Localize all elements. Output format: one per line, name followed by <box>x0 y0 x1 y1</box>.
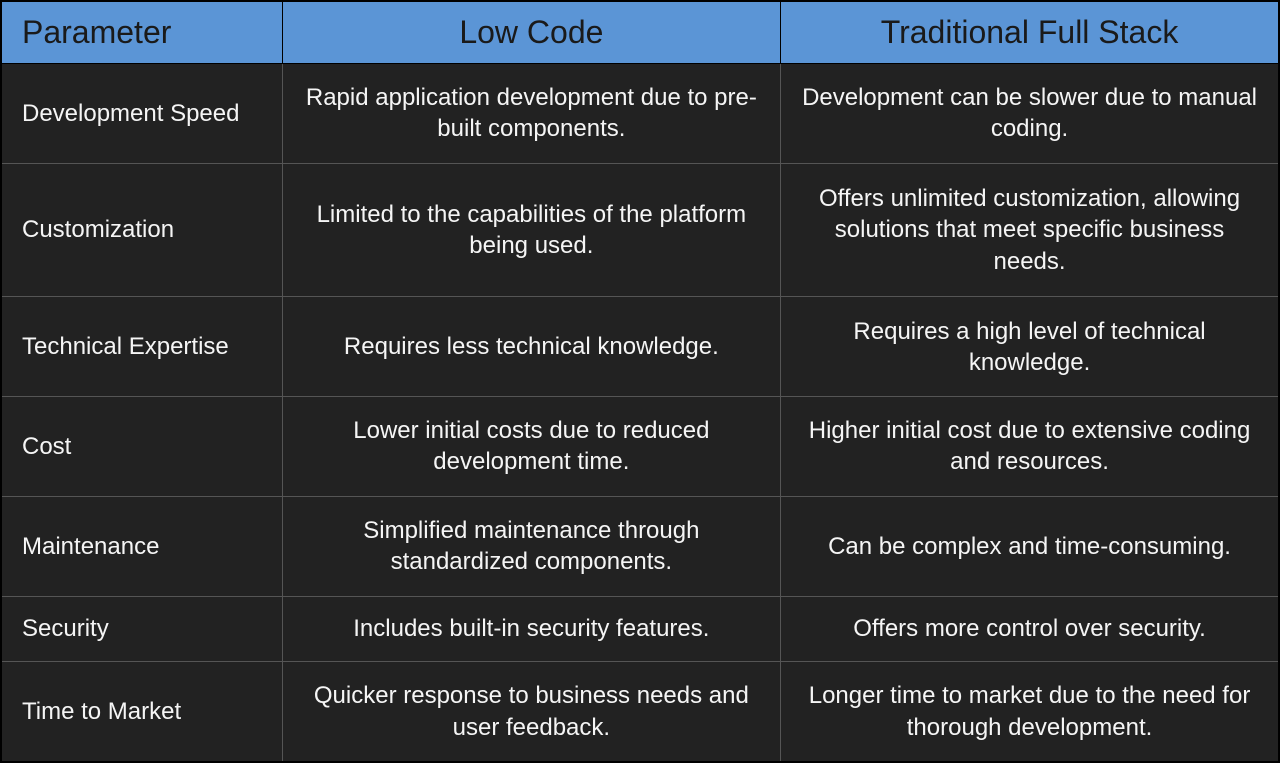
param-cell: Cost <box>1 397 282 497</box>
table-header: Parameter Low Code Traditional Full Stac… <box>1 1 1279 64</box>
header-lowcode: Low Code <box>282 1 780 64</box>
param-cell: Technical Expertise <box>1 297 282 397</box>
traditional-cell: Development can be slower due to manual … <box>781 64 1279 164</box>
lowcode-cell: Rapid application development due to pre… <box>282 64 780 164</box>
lowcode-cell: Includes built-in security features. <box>282 596 780 662</box>
traditional-cell: Longer time to market due to the need fo… <box>781 662 1279 762</box>
param-cell: Maintenance <box>1 496 282 596</box>
traditional-cell: Higher initial cost due to extensive cod… <box>781 397 1279 497</box>
table-row: Time to Market Quicker response to busin… <box>1 662 1279 762</box>
traditional-cell: Offers unlimited customization, allowing… <box>781 163 1279 297</box>
table-row: Technical Expertise Requires less techni… <box>1 297 1279 397</box>
table-row: Security Includes built-in security feat… <box>1 596 1279 662</box>
table-body: Development Speed Rapid application deve… <box>1 64 1279 763</box>
param-cell: Development Speed <box>1 64 282 164</box>
header-row: Parameter Low Code Traditional Full Stac… <box>1 1 1279 64</box>
table-row: Development Speed Rapid application deve… <box>1 64 1279 164</box>
comparison-table: Parameter Low Code Traditional Full Stac… <box>0 0 1280 763</box>
table-row: Cost Lower initial costs due to reduced … <box>1 397 1279 497</box>
traditional-cell: Can be complex and time-consuming. <box>781 496 1279 596</box>
header-parameter: Parameter <box>1 1 282 64</box>
param-cell: Time to Market <box>1 662 282 762</box>
table-row: Maintenance Simplified maintenance throu… <box>1 496 1279 596</box>
param-cell: Security <box>1 596 282 662</box>
table-row: Customization Limited to the capabilitie… <box>1 163 1279 297</box>
lowcode-cell: Limited to the capabilities of the platf… <box>282 163 780 297</box>
lowcode-cell: Simplified maintenance through standardi… <box>282 496 780 596</box>
lowcode-cell: Quicker response to business needs and u… <box>282 662 780 762</box>
traditional-cell: Offers more control over security. <box>781 596 1279 662</box>
traditional-cell: Requires a high level of technical knowl… <box>781 297 1279 397</box>
param-cell: Customization <box>1 163 282 297</box>
lowcode-cell: Lower initial costs due to reduced devel… <box>282 397 780 497</box>
header-traditional: Traditional Full Stack <box>781 1 1279 64</box>
lowcode-cell: Requires less technical knowledge. <box>282 297 780 397</box>
